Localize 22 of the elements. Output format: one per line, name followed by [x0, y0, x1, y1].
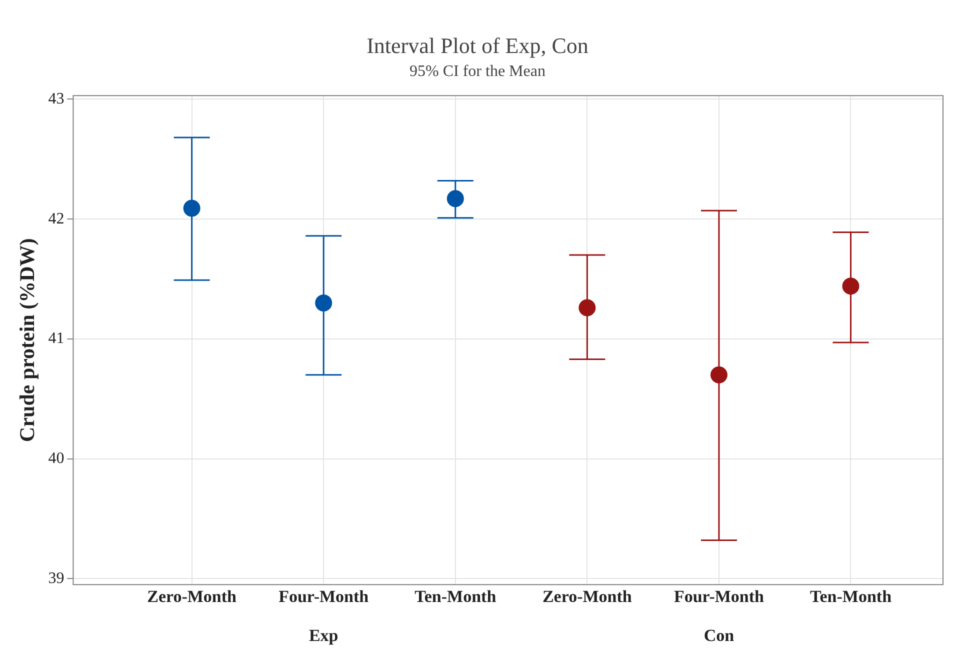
text: Exp: [308, 626, 338, 645]
point: [578, 299, 596, 316]
point: [315, 294, 332, 312]
text: Con: [704, 626, 735, 645]
point: [446, 190, 464, 208]
x-tick-label: Ten-Month: [414, 587, 497, 606]
x-tick-label: Zero-Month: [147, 587, 238, 606]
x-tick-label: Zero-Month: [542, 587, 632, 606]
y-tick-label: 43: [48, 90, 64, 108]
chart-subtitle: 95% CI for the Mean: [410, 63, 546, 80]
x-tick-label: Four-Month: [674, 587, 765, 606]
y-tick-label: 41: [48, 330, 64, 348]
chart-title: Interval Plot of Exp, Con: [366, 32, 588, 58]
x-tick-label: Ten-Month: [810, 587, 892, 606]
point: [842, 278, 860, 295]
x-tick-label: Four-Month: [278, 587, 370, 606]
y-tick-label: 39: [48, 570, 64, 587]
point: [183, 200, 200, 217]
y-tick-label: 42: [48, 210, 64, 228]
point: [710, 366, 728, 384]
y-tick-label: 40: [48, 450, 64, 467]
y-axis-title: Crude protein (%DW): [15, 238, 40, 442]
